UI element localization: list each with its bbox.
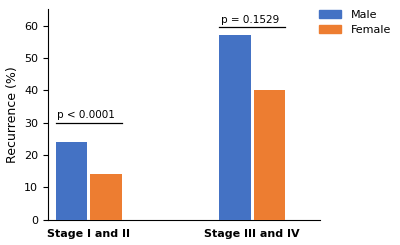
Text: p = 0.1529: p = 0.1529 xyxy=(221,14,279,24)
Legend: Male, Female: Male, Female xyxy=(315,5,395,39)
Bar xyxy=(219,35,251,220)
Y-axis label: Recurrence (%): Recurrence (%) xyxy=(6,66,18,163)
Bar xyxy=(90,174,122,220)
Bar xyxy=(56,142,88,220)
Text: p < 0.0001: p < 0.0001 xyxy=(58,110,115,120)
Bar xyxy=(254,90,285,220)
